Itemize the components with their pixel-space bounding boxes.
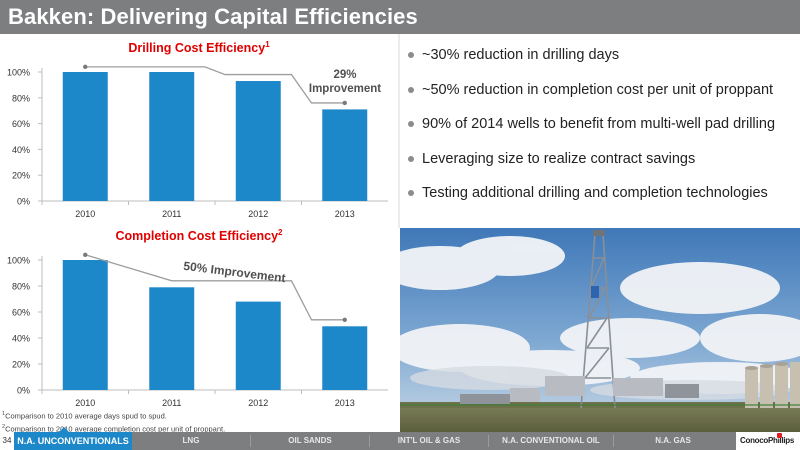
footnote-1: 1Comparison to 2010 average days spud to… (2, 411, 167, 421)
trend-start-marker (83, 252, 88, 257)
completion-cost-chart: Completion Cost Efficiency2 0% 20% 40% 60% 80… (0, 224, 398, 409)
y-tick-label: 0% (17, 386, 30, 396)
footnote-2: 2Comparison to 2010 average completion c… (2, 423, 226, 434)
x-tick-label: 2011 (162, 209, 181, 219)
improvement-annotation: 29% (333, 69, 356, 81)
x-tick-label: 2013 (335, 209, 355, 219)
y-tick-label: 20% (12, 171, 30, 181)
nav-separator (250, 435, 251, 447)
trend-start-marker (83, 64, 88, 70)
y-tick-label: 80% (12, 282, 30, 292)
bar-2013 (322, 326, 368, 390)
y-tick-label: 40% (12, 145, 30, 155)
nav-tab-intl-oil-gas[interactable]: INT'L OIL & GAS (397, 436, 461, 445)
bar-2011 (149, 287, 195, 390)
nav-separator (613, 435, 614, 447)
divider (398, 34, 400, 228)
y-tick-label: 60% (12, 119, 30, 129)
improvement-annotation: Improvement (309, 83, 381, 95)
bullet-item: ~30% reduction in drilling days (408, 40, 798, 75)
bar-2013 (322, 109, 368, 201)
nav-separator (488, 435, 489, 447)
trend-end-marker (342, 100, 347, 106)
y-tick-label: 60% (12, 308, 30, 318)
y-tick-label: 40% (12, 334, 30, 344)
nav-tab-lng[interactable]: LNG (182, 436, 200, 445)
nav-tab-na-unconventionals[interactable]: N.A. UNCONVENTIONALS (14, 432, 132, 450)
y-tick-label: 80% (12, 93, 30, 103)
active-tab-pointer (58, 427, 70, 433)
bar-2012 (235, 301, 281, 390)
bullet-item: 90% of 2014 wells to benefit from multi-… (408, 109, 798, 144)
bar-2010 (62, 72, 108, 201)
bar-2010 (62, 260, 108, 390)
trend-line (85, 254, 345, 321)
drilling-cost-chart-svg: Drilling Cost Efficiency1 0% 20% 40% 60% 80% 1… (7, 40, 388, 219)
page-title: Bakken: Delivering Capital Efficiencies (8, 4, 418, 29)
bar-2012 (235, 81, 281, 201)
x-tick-label: 2012 (248, 209, 268, 219)
chart-title: Completion Cost Efficiency2 (116, 228, 284, 243)
bullet-item: Leveraging size to realize contract savi… (408, 144, 798, 179)
nav-tab-oil-sands[interactable]: OIL SANDS (288, 436, 332, 445)
trend-line (85, 66, 345, 104)
section-nav-bar: 34 N.A. UNCONVENTIONALS LNG OIL SANDS IN… (0, 432, 800, 450)
completion-cost-chart-svg: Completion Cost Efficiency2 0% 20% 40% 60% 80… (7, 228, 388, 408)
bar-2011 (149, 72, 195, 201)
x-tick-label: 2010 (75, 398, 95, 408)
bullet-list: ~30% reduction in drilling days ~50% red… (408, 40, 798, 213)
chart-title: Drilling Cost Efficiency1 (128, 40, 270, 55)
logo-wordmark: ConocoPhillips (740, 436, 795, 445)
bullet-item: ~50% reduction in completion cost per un… (408, 75, 798, 110)
drilling-cost-chart: Drilling Cost Efficiency1 0% 20% 40% 60% 80% 1… (0, 34, 398, 224)
footnotes: 1Comparison to 2010 average days spud to… (2, 409, 225, 434)
y-tick-label: 100% (7, 256, 30, 266)
nav-separator (369, 435, 370, 447)
bullet-item: Testing additional drilling and completi… (408, 178, 798, 213)
logo-mark-icon (777, 433, 782, 438)
x-tick-label: 2012 (248, 398, 268, 408)
page-number: 34 (0, 432, 14, 450)
y-tick-label: 0% (17, 197, 30, 207)
nav-tab-na-gas[interactable]: N.A. GAS (655, 436, 691, 445)
company-logo: ConocoPhillips (736, 432, 800, 450)
x-tick-label: 2013 (335, 398, 355, 408)
drilling-rig-photo (400, 228, 800, 432)
x-tick-label: 2010 (75, 209, 95, 219)
x-tick-label: 2011 (162, 398, 181, 408)
y-tick-label: 100% (7, 68, 30, 78)
title-bar: Bakken: Delivering Capital Efficiencies (0, 0, 800, 34)
drilling-rig-illustration (400, 228, 800, 432)
nav-tab-na-conventional-oil[interactable]: N.A. CONVENTIONAL OIL (502, 436, 600, 445)
y-tick-label: 20% (12, 360, 30, 370)
trend-end-marker (342, 317, 347, 322)
